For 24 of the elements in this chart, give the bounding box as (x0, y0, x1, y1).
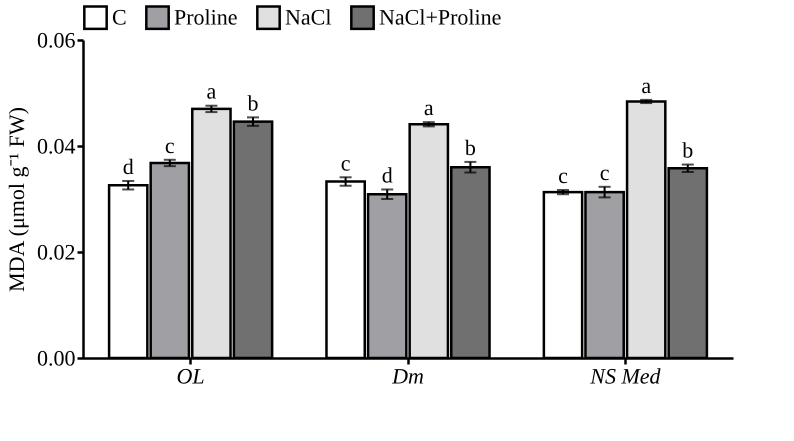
x-tick-label: NS Med (589, 364, 662, 388)
y-tick-label: 0.00 (37, 346, 76, 370)
data-label: d (382, 162, 393, 188)
y-tick-label: 0.04 (37, 134, 76, 158)
data-label: c (600, 160, 610, 185)
y-tick-label: 0.02 (37, 240, 76, 264)
data-label: a (641, 72, 652, 98)
legend-label: NaCl+Proline (379, 4, 502, 30)
legend-label: Proline (174, 4, 238, 30)
data-label: b (464, 134, 476, 160)
y-axis-title: MDA (μmol g⁻¹ FW) (4, 107, 29, 292)
data-label: a (206, 78, 217, 104)
data-label: c (164, 132, 175, 158)
x-tick-label: OL (176, 364, 205, 388)
legend-label: C (112, 4, 127, 30)
data-label: b (682, 138, 694, 163)
y-tick-label: 0.06 (37, 28, 76, 52)
data-label: d (122, 154, 134, 179)
x-tick-label: Dm (391, 364, 424, 388)
data-label: c (340, 150, 351, 176)
data-label: b (248, 90, 258, 116)
data-label: a (424, 95, 434, 120)
legend-label: NaCl (285, 4, 332, 30)
data-label: c (558, 162, 568, 188)
